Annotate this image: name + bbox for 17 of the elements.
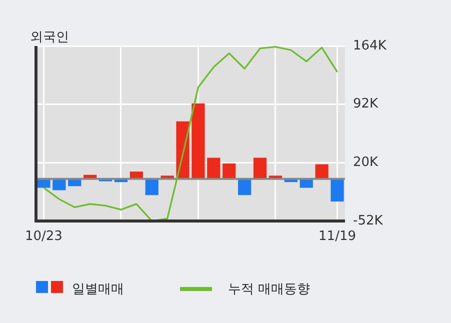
chart-title: 외국인 <box>30 29 69 46</box>
y-tick-label: 92K <box>353 96 379 112</box>
y-tick-label: -52K <box>353 213 384 228</box>
legend-label: 일별매매 <box>72 281 124 298</box>
x-tick-label: 11/19 <box>318 229 356 244</box>
bar <box>253 158 267 179</box>
bar <box>315 164 328 179</box>
bar <box>238 178 252 196</box>
bar <box>192 104 205 179</box>
bar <box>222 163 236 179</box>
bar <box>330 178 344 202</box>
bar <box>207 158 220 179</box>
bar <box>145 178 158 196</box>
x-tick-label: 10/23 <box>24 229 62 244</box>
y-tick-label: 164K <box>353 38 387 54</box>
legend-label: 누적 매매동향 <box>228 281 310 298</box>
y-tick-label: 20K <box>353 155 379 170</box>
